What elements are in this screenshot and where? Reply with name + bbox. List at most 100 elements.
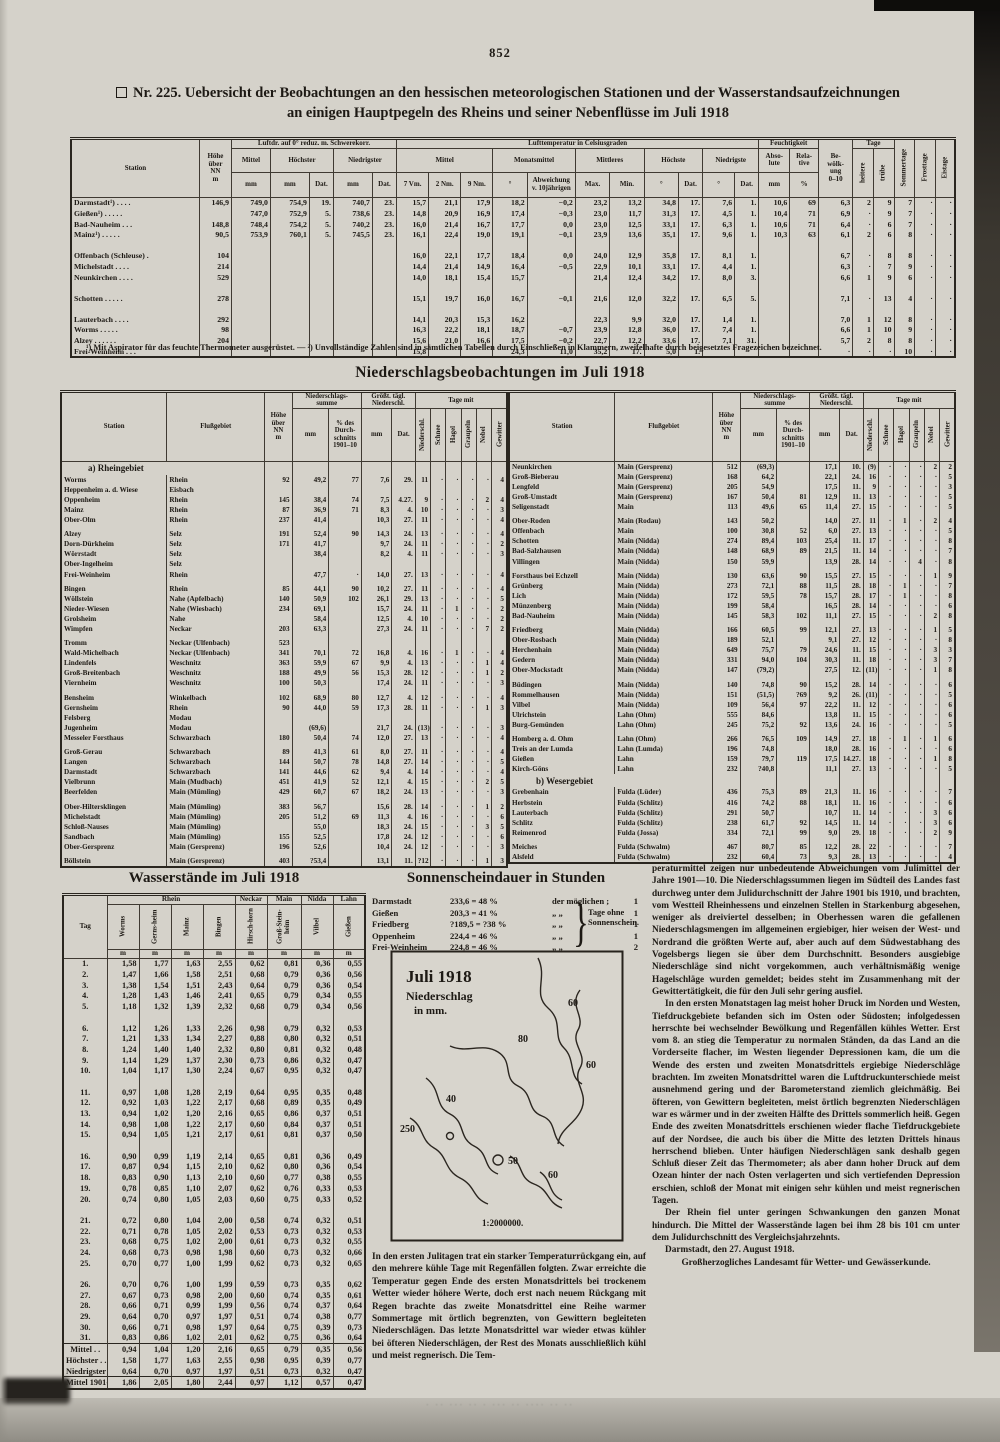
precip-table-left: Station Flußgebiet Höhe über NN m Niedersch… bbox=[60, 390, 508, 869]
cell: 94,0 bbox=[739, 655, 778, 666]
cell bbox=[202, 1076, 236, 1087]
cell: 1,38 bbox=[106, 979, 140, 991]
cell: 0,62 bbox=[234, 958, 268, 970]
cell: · bbox=[445, 549, 462, 560]
cell bbox=[430, 712, 447, 723]
cell: 11. bbox=[839, 699, 864, 710]
cell: 0,76 bbox=[266, 1182, 302, 1194]
cell: Main (Gersprenz) bbox=[614, 461, 714, 472]
cell: 5 bbox=[491, 593, 508, 604]
table-row: Dorn-Dürkheim Selz 171 41,7 9,7 24. 11 · · · · 2 bbox=[60, 539, 508, 550]
cell: · bbox=[430, 841, 447, 852]
cell: 9,3 bbox=[808, 851, 841, 864]
cell bbox=[138, 1204, 172, 1216]
cell: 15 bbox=[862, 709, 880, 720]
cell: 2 bbox=[923, 516, 941, 527]
cell: · bbox=[923, 744, 941, 755]
contour-label: 40 bbox=[446, 1094, 456, 1105]
cell: 1,17 bbox=[138, 1065, 172, 1077]
cell: · bbox=[475, 569, 493, 580]
cell: 0,71 bbox=[138, 1321, 172, 1333]
cell: 17,4 bbox=[360, 678, 393, 689]
cell: 1,15 bbox=[170, 1161, 204, 1173]
cell bbox=[414, 461, 432, 475]
cell: · bbox=[852, 292, 874, 304]
cell: 0,66 bbox=[106, 1321, 140, 1333]
cell: 740,2 bbox=[332, 218, 373, 230]
cell: 3 bbox=[491, 504, 508, 516]
cell: · bbox=[908, 665, 925, 676]
cell bbox=[332, 324, 373, 336]
cell: 10,2 bbox=[360, 583, 393, 594]
cell: 22,1 bbox=[428, 250, 462, 262]
table-row bbox=[62, 1268, 366, 1280]
cell: · bbox=[878, 827, 895, 838]
cell: 8 bbox=[893, 250, 916, 262]
cell: 0,39 bbox=[300, 1321, 334, 1333]
cell: 74,8 bbox=[739, 744, 778, 755]
cell bbox=[328, 688, 362, 693]
cell: 0,64 bbox=[106, 1365, 140, 1377]
cell bbox=[609, 303, 645, 315]
cell bbox=[264, 613, 293, 624]
cell: 41,4 bbox=[291, 515, 330, 526]
cell bbox=[332, 1011, 366, 1023]
cell bbox=[643, 282, 680, 293]
cell: 3 bbox=[923, 645, 941, 656]
cell: Main (Gersprenz) bbox=[166, 841, 266, 852]
cell: 29. bbox=[839, 827, 864, 838]
cell: Schotten bbox=[508, 536, 616, 547]
cell: 0,32 bbox=[300, 1236, 334, 1248]
cell: 6,5 bbox=[702, 292, 736, 304]
cell bbox=[266, 1076, 302, 1087]
cell: Burg-Gemünden bbox=[508, 719, 616, 730]
cell bbox=[291, 851, 330, 856]
cell: 2,55 bbox=[202, 958, 236, 970]
cell: 0,81 bbox=[266, 1044, 302, 1055]
cell: 1,02 bbox=[170, 1236, 204, 1248]
cell: · bbox=[878, 764, 895, 775]
station-observations-table: Station Höhe über NN m Luftdr. auf 0° redu… bbox=[70, 137, 956, 359]
cell: · bbox=[934, 250, 956, 262]
cell: · bbox=[893, 502, 910, 513]
cell: · bbox=[914, 250, 936, 262]
cell bbox=[266, 1204, 302, 1216]
cell bbox=[234, 1011, 268, 1023]
cell: 0,68 bbox=[234, 1001, 268, 1012]
cell: 0,32 bbox=[300, 1065, 334, 1077]
cell: · bbox=[923, 797, 941, 808]
cell: 1. bbox=[734, 218, 760, 230]
cell: · bbox=[475, 757, 493, 768]
cell: 0,86 bbox=[266, 1108, 302, 1119]
cell: 363 bbox=[264, 658, 293, 669]
isohyet-contours bbox=[409, 957, 585, 1209]
cell bbox=[475, 712, 493, 723]
cell: 0,36 bbox=[300, 1332, 334, 1344]
col-header: mm bbox=[739, 407, 778, 462]
table-row: Jugenheim Modau (69,6) 21,7 24. (13) · · · · 3 bbox=[60, 722, 508, 733]
cell: 59,9 bbox=[739, 556, 778, 567]
col-header: Nebel bbox=[924, 408, 940, 462]
cell: 0,62 bbox=[234, 1257, 268, 1269]
cell: Lahn (Ohm) bbox=[614, 709, 714, 720]
cell bbox=[269, 261, 310, 272]
scan-edge-strip bbox=[974, 0, 1000, 1352]
cell: · bbox=[460, 821, 477, 832]
cell: · bbox=[445, 821, 462, 832]
cell: 10,6 bbox=[758, 197, 791, 209]
cell: 1,33 bbox=[138, 1033, 172, 1045]
cell: Main (Nidda) bbox=[614, 546, 714, 557]
cell bbox=[445, 712, 462, 723]
cell bbox=[776, 807, 810, 818]
cell bbox=[371, 335, 398, 346]
cell: 2 bbox=[923, 827, 941, 838]
cell: 0,48 bbox=[332, 1044, 366, 1055]
cell: Eisbach bbox=[166, 484, 266, 495]
cell: 71 bbox=[328, 504, 362, 516]
cell: 22,9 bbox=[574, 261, 611, 272]
table-row: Groß-Gerau Schwarzbach 89 41,3 61 8,0 27. 11 · · ·… bbox=[60, 747, 508, 758]
sunshine-nm: Oppenheim bbox=[372, 930, 415, 941]
cell: 2,30 bbox=[202, 1054, 236, 1066]
cell: 0,79 bbox=[266, 979, 302, 991]
cell: · bbox=[445, 831, 462, 842]
